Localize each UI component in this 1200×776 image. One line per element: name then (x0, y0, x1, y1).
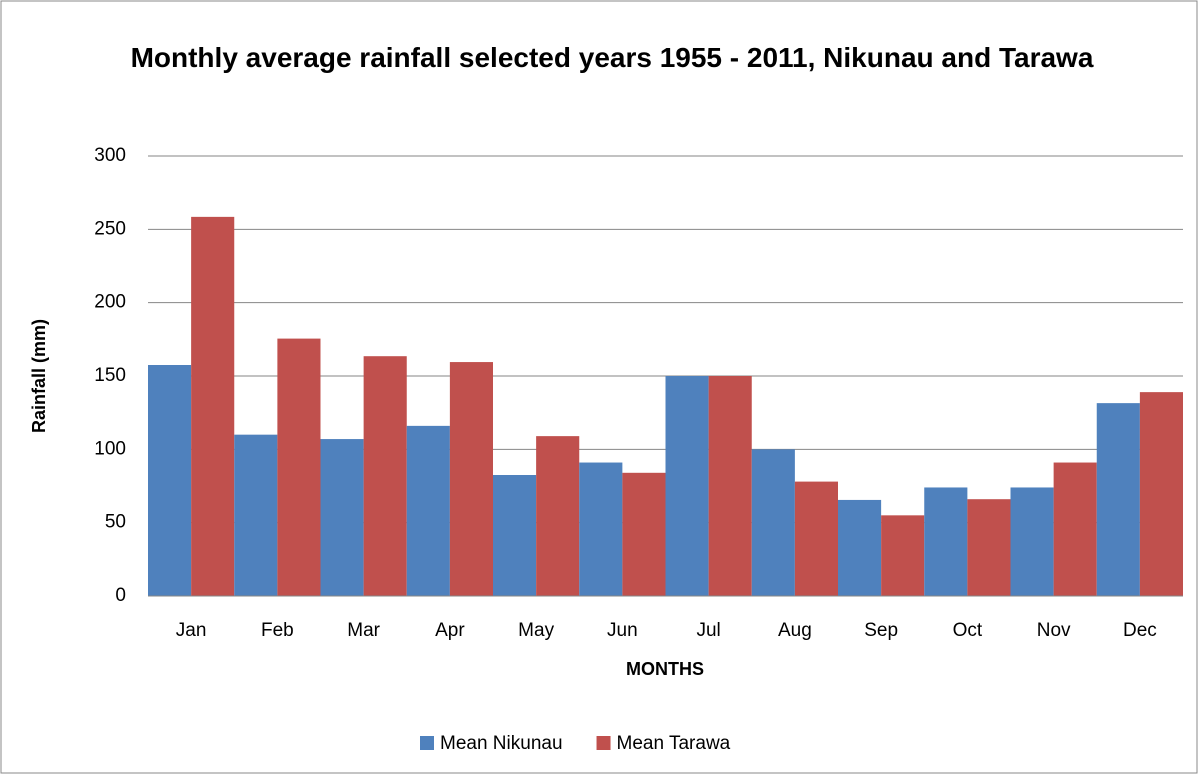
bar (320, 439, 364, 596)
bar (148, 365, 192, 596)
x-tick-label: Nov (1037, 620, 1071, 641)
bar (924, 487, 968, 596)
bar (449, 362, 493, 596)
legend-swatch (596, 736, 611, 750)
bar (579, 462, 623, 596)
bar (493, 475, 537, 596)
bar (363, 356, 407, 596)
x-tick-label: Aug (778, 620, 812, 641)
bar (1053, 462, 1097, 596)
y-tick-label: 300 (94, 145, 126, 166)
chart-title: Monthly average rainfall selected years … (130, 42, 1094, 73)
bar (751, 449, 795, 596)
x-tick-label: Dec (1123, 620, 1157, 641)
bar (708, 376, 752, 596)
bar (406, 425, 450, 596)
bar (234, 434, 278, 596)
bar (881, 515, 925, 596)
y-tick-label: 50 (105, 512, 126, 533)
bar (1139, 392, 1183, 596)
x-tick-label: Jun (607, 620, 638, 641)
y-tick-label: 100 (94, 438, 126, 459)
x-tick-label: Feb (261, 620, 294, 641)
bar (536, 436, 580, 596)
bar (1096, 403, 1140, 596)
bar (665, 376, 709, 596)
bar (794, 481, 838, 596)
bar (191, 216, 235, 596)
x-tick-label: Jan (176, 620, 207, 641)
x-axis-label: MONTHS (626, 659, 704, 679)
legend-label: Mean Nikunau (440, 733, 563, 754)
y-tick-label: 150 (94, 365, 126, 386)
x-tick-label: Jul (696, 620, 720, 641)
legend-label: Mean Tarawa (617, 733, 731, 754)
y-tick-label: 200 (94, 292, 126, 313)
x-tick-label: Sep (864, 620, 898, 641)
x-tick-label: May (518, 620, 554, 641)
legend-swatch (420, 736, 434, 750)
bar (967, 499, 1011, 596)
y-tick-label: 0 (115, 585, 126, 606)
x-tick-label: Mar (347, 620, 380, 641)
bar (277, 338, 321, 596)
x-tick-label: Oct (953, 620, 983, 641)
bar (622, 472, 666, 596)
x-tick-label: Apr (435, 620, 465, 641)
bar (1010, 487, 1054, 596)
bar (838, 499, 882, 596)
y-axis-label: Rainfall (mm) (29, 319, 49, 433)
y-tick-label: 250 (94, 218, 126, 239)
